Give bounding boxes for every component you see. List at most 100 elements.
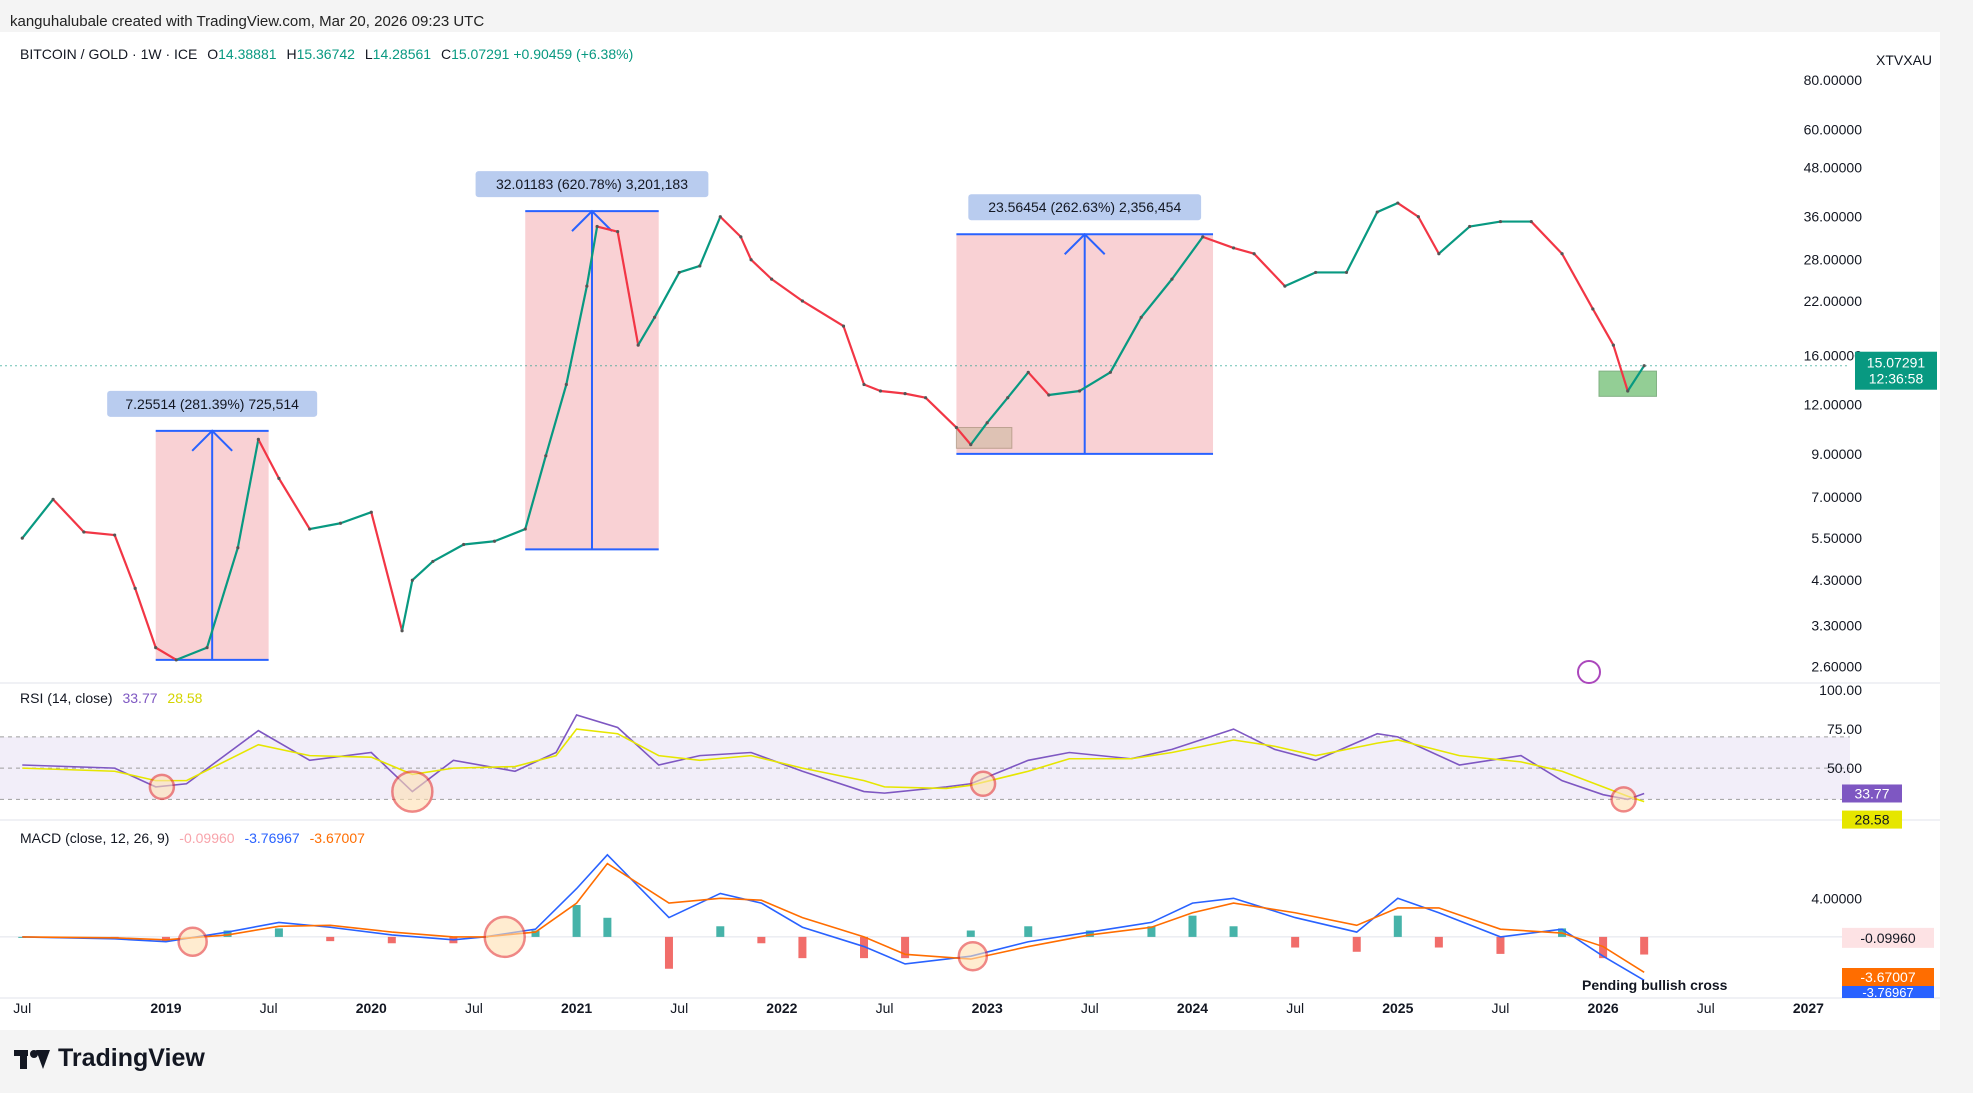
- price-segment: [1233, 246, 1255, 255]
- price-point: [924, 396, 928, 400]
- price-point: [841, 324, 846, 328]
- price-segment: [1284, 271, 1317, 288]
- price-point: [862, 382, 866, 387]
- price-axis-tick: 16.00000: [1804, 347, 1863, 363]
- macd-histogram-bar: [223, 930, 232, 937]
- price-point: [985, 421, 989, 425]
- price-segment: [113, 534, 137, 589]
- macd-hist-badge: [1842, 927, 1934, 948]
- price-segment: [175, 646, 208, 661]
- price-point: [770, 277, 774, 281]
- price-segment: [1438, 225, 1471, 255]
- price-point: [154, 646, 158, 650]
- price-segment: [863, 383, 881, 393]
- price-segment: [1202, 235, 1234, 249]
- macd-legend[interactable]: MACD (close, 12, 26, 9) -0.09960 -3.7696…: [20, 830, 365, 846]
- price-segment: [411, 560, 434, 582]
- macd-signal-badge: [1842, 968, 1934, 986]
- macd-histogram-bar: [1599, 936, 1608, 959]
- price-point: [749, 258, 753, 262]
- price-segment: [750, 258, 773, 280]
- ohlc-close: 15.07291: [451, 46, 510, 62]
- macd-histogram-bar: [966, 930, 975, 937]
- price-point: [1108, 370, 1112, 374]
- price-point: [205, 646, 209, 650]
- price-point: [1170, 277, 1174, 281]
- measure-label: 23.56454 (262.63%) 2,356,454: [988, 199, 1181, 215]
- rsi-last-badge: [1842, 784, 1902, 803]
- price-segment: [1253, 252, 1286, 287]
- measure-arrow-head: [571, 209, 613, 232]
- price-segment: [637, 316, 656, 346]
- replay-icon: [1577, 660, 1601, 684]
- price-point: [431, 559, 435, 564]
- price-point: [677, 270, 681, 275]
- macd-histogram-bar: [664, 936, 673, 969]
- price-point: [1231, 246, 1236, 250]
- symbol-title: BITCOIN / GOLD · 1W · ICE: [20, 46, 198, 62]
- price-segment: [524, 455, 547, 530]
- macd-line-legend-value: -3.76967: [244, 830, 300, 846]
- price-point: [1006, 396, 1010, 400]
- macd-histogram-bar: [603, 917, 612, 937]
- price-segment: [880, 389, 906, 395]
- time-axis-tick: Jul: [260, 1000, 278, 1016]
- price-segment: [653, 271, 681, 318]
- pending-cross-annotation: Pending bullish cross: [1582, 977, 1728, 993]
- price-segment: [1591, 308, 1615, 346]
- price-point: [564, 382, 568, 387]
- price-segment: [400, 580, 414, 632]
- macd-histogram-bar: [572, 905, 581, 937]
- price-segment: [370, 511, 404, 632]
- price-segment: [1612, 344, 1629, 392]
- price-segment: [205, 547, 239, 648]
- price-segment: [770, 278, 804, 302]
- symbol-legend[interactable]: BITCOIN / GOLD · 1W · ICE O14.38881 H15.…: [20, 46, 633, 62]
- macd-hist-last-value: -0.09960: [1860, 930, 1915, 946]
- price-point: [585, 284, 589, 288]
- price-segment: [1048, 389, 1080, 397]
- brand-name: TradingView: [58, 1044, 205, 1072]
- price-axis-tick: 9.00000: [1811, 446, 1862, 462]
- rsi-legend-value: 33.77: [122, 690, 158, 706]
- price-point: [1314, 270, 1318, 275]
- price-segment: [494, 528, 526, 543]
- time-axis-tick: 2027: [1793, 1000, 1824, 1016]
- price-segment: [1171, 236, 1204, 280]
- price-point: [277, 476, 281, 480]
- price-point: [338, 521, 343, 525]
- macd-histogram-bar: [1640, 936, 1649, 955]
- price-point: [1498, 219, 1503, 224]
- price-point: [616, 230, 620, 234]
- price-point: [969, 443, 973, 447]
- macd-line-badge: [1842, 986, 1934, 998]
- rsi-oversold-circle: [148, 773, 176, 801]
- rsi-legend[interactable]: RSI (14, close) 33.77 28.58: [20, 690, 202, 706]
- macd-cross-circle: [483, 915, 526, 959]
- time-axis-tick: Jul: [670, 1000, 688, 1016]
- macd-hist-legend-value: -0.09960: [179, 830, 235, 846]
- price-segment: [1397, 202, 1419, 218]
- price-segment: [1109, 316, 1143, 373]
- time-axis-tick: 2020: [356, 1000, 387, 1016]
- ohlc-change: +0.90459 (+6.38%): [513, 46, 634, 62]
- price-segment: [924, 396, 958, 429]
- price-segment: [1530, 220, 1563, 255]
- price-axis-tick: 22.00000: [1804, 293, 1863, 309]
- last-price-badge: [1855, 351, 1937, 390]
- price-point: [1375, 210, 1379, 214]
- tradingview-logo-icon: [14, 1048, 50, 1070]
- time-axis-tick: Jul: [1697, 1000, 1715, 1016]
- price-segment: [432, 543, 465, 563]
- rsi-axis-tick: 50.00: [1827, 760, 1862, 776]
- price-point: [236, 546, 240, 550]
- price-axis-tick: 36.00000: [1804, 209, 1863, 225]
- tradingview-brand[interactable]: TradingView: [14, 1044, 205, 1073]
- price-segment: [719, 215, 742, 238]
- rsi-band-fill: [0, 736, 1850, 800]
- price-segment: [21, 498, 54, 539]
- price-point: [308, 527, 312, 531]
- rsi-last-value: 33.77: [1854, 785, 1889, 801]
- price-axis-tick: 7.00000: [1811, 489, 1862, 505]
